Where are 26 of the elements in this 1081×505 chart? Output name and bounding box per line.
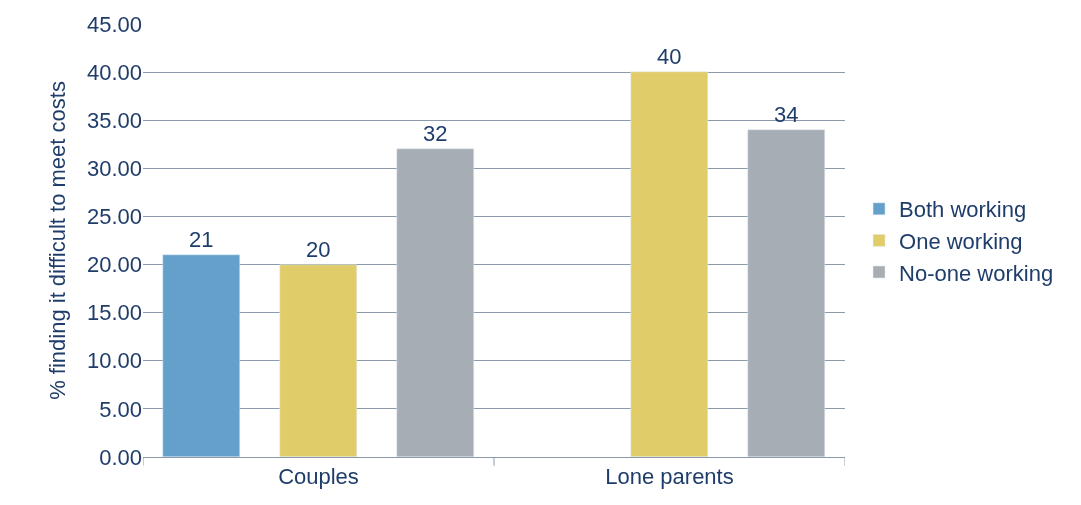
bar <box>279 264 357 457</box>
legend-label: One working <box>899 228 1023 254</box>
y-tick-label: 25.00 <box>86 204 142 230</box>
data-label: 20 <box>306 236 331 262</box>
y-tick-label: 30.00 <box>86 156 142 182</box>
data-label: 21 <box>189 226 214 252</box>
x-tick-label: Couples <box>278 464 359 490</box>
bar <box>396 148 474 457</box>
y-tick-label: 45.00 <box>86 11 142 37</box>
y-tick-label: 40.00 <box>86 59 142 85</box>
y-tick-label: 35.00 <box>86 107 142 133</box>
bar <box>630 71 708 457</box>
data-label: 40 <box>657 43 682 69</box>
x-tick-label: Lone parents <box>605 464 734 490</box>
y-tick-label: 20.00 <box>86 252 142 278</box>
y-tick-label: 0.00 <box>99 444 142 470</box>
legend-label: Both working <box>899 197 1027 223</box>
data-label: 34 <box>774 101 799 127</box>
legend-label: No-one working <box>899 260 1054 286</box>
bar <box>747 129 825 457</box>
y-axis-title: % finding it difficult to meet costs <box>44 81 70 400</box>
y-tick-label: 5.00 <box>99 396 142 422</box>
data-label: 32 <box>423 120 448 146</box>
y-tick-label: 10.00 <box>86 348 142 374</box>
y-tick-label: 15.00 <box>86 300 142 326</box>
bar <box>162 254 240 457</box>
